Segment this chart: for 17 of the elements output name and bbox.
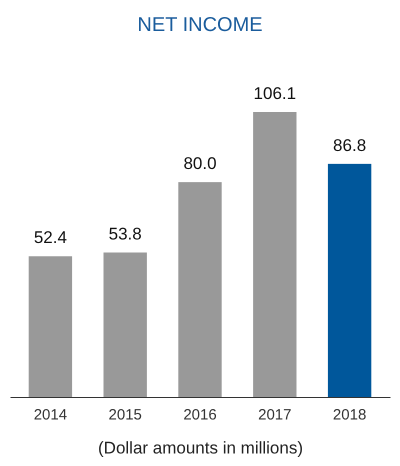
bar xyxy=(253,112,296,397)
data-label: 53.8 xyxy=(108,224,142,244)
bar xyxy=(28,256,72,397)
x-tick-label: 2014 xyxy=(34,406,68,424)
bar xyxy=(104,252,147,397)
x-tick-label: 2017 xyxy=(258,406,292,424)
x-tick-label: 2016 xyxy=(183,406,217,424)
data-label: 106.1 xyxy=(254,84,296,103)
data-label: 80.0 xyxy=(183,154,217,174)
bar xyxy=(178,182,222,397)
bar xyxy=(328,164,372,397)
data-label: 86.8 xyxy=(333,136,366,155)
text: (Dollar amounts in millions) xyxy=(98,438,304,458)
x-tick-label: 2015 xyxy=(108,406,142,424)
data-label: 52.4 xyxy=(34,228,67,248)
x-tick-label: 2018 xyxy=(332,406,366,424)
chart-title: NET INCOME xyxy=(137,14,263,36)
